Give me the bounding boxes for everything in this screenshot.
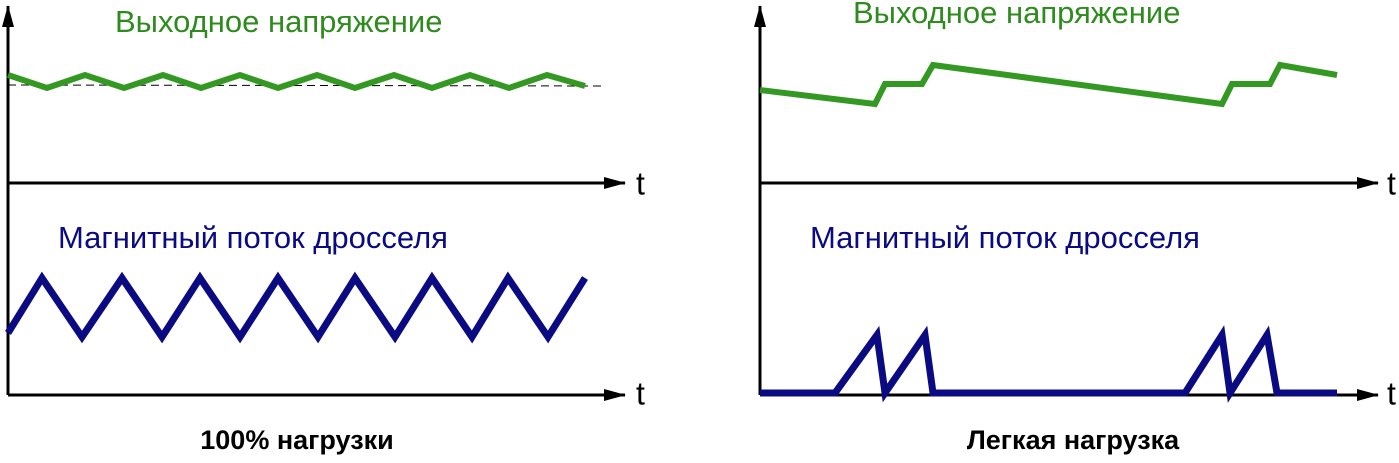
voltage-waveform (7, 71, 586, 92)
axis-label: t (1387, 165, 1396, 201)
flux-label: Магнитный поток дросселя (58, 220, 448, 255)
axis-label: t (1387, 375, 1396, 411)
panel-full-load: t t Выходное напряжение Магнитный поток … (1, 4, 645, 455)
flux-label: Магнитный поток дросселя (810, 220, 1200, 255)
axis-label: t (636, 375, 645, 411)
axis-label: t (636, 165, 645, 201)
voltage-label: Выходное напряжение (115, 4, 442, 39)
flux-waveform (5, 271, 588, 344)
caption: 100% нагрузки (200, 425, 393, 455)
flux-waveform (760, 325, 1337, 403)
voltage-label: Выходное напряжение (853, 0, 1180, 30)
panel-light-load: t t Выходное напряжение Магнитный поток … (754, 0, 1396, 455)
caption: Легкая нагрузка (967, 425, 1180, 455)
voltage-waveform (759, 61, 1338, 108)
